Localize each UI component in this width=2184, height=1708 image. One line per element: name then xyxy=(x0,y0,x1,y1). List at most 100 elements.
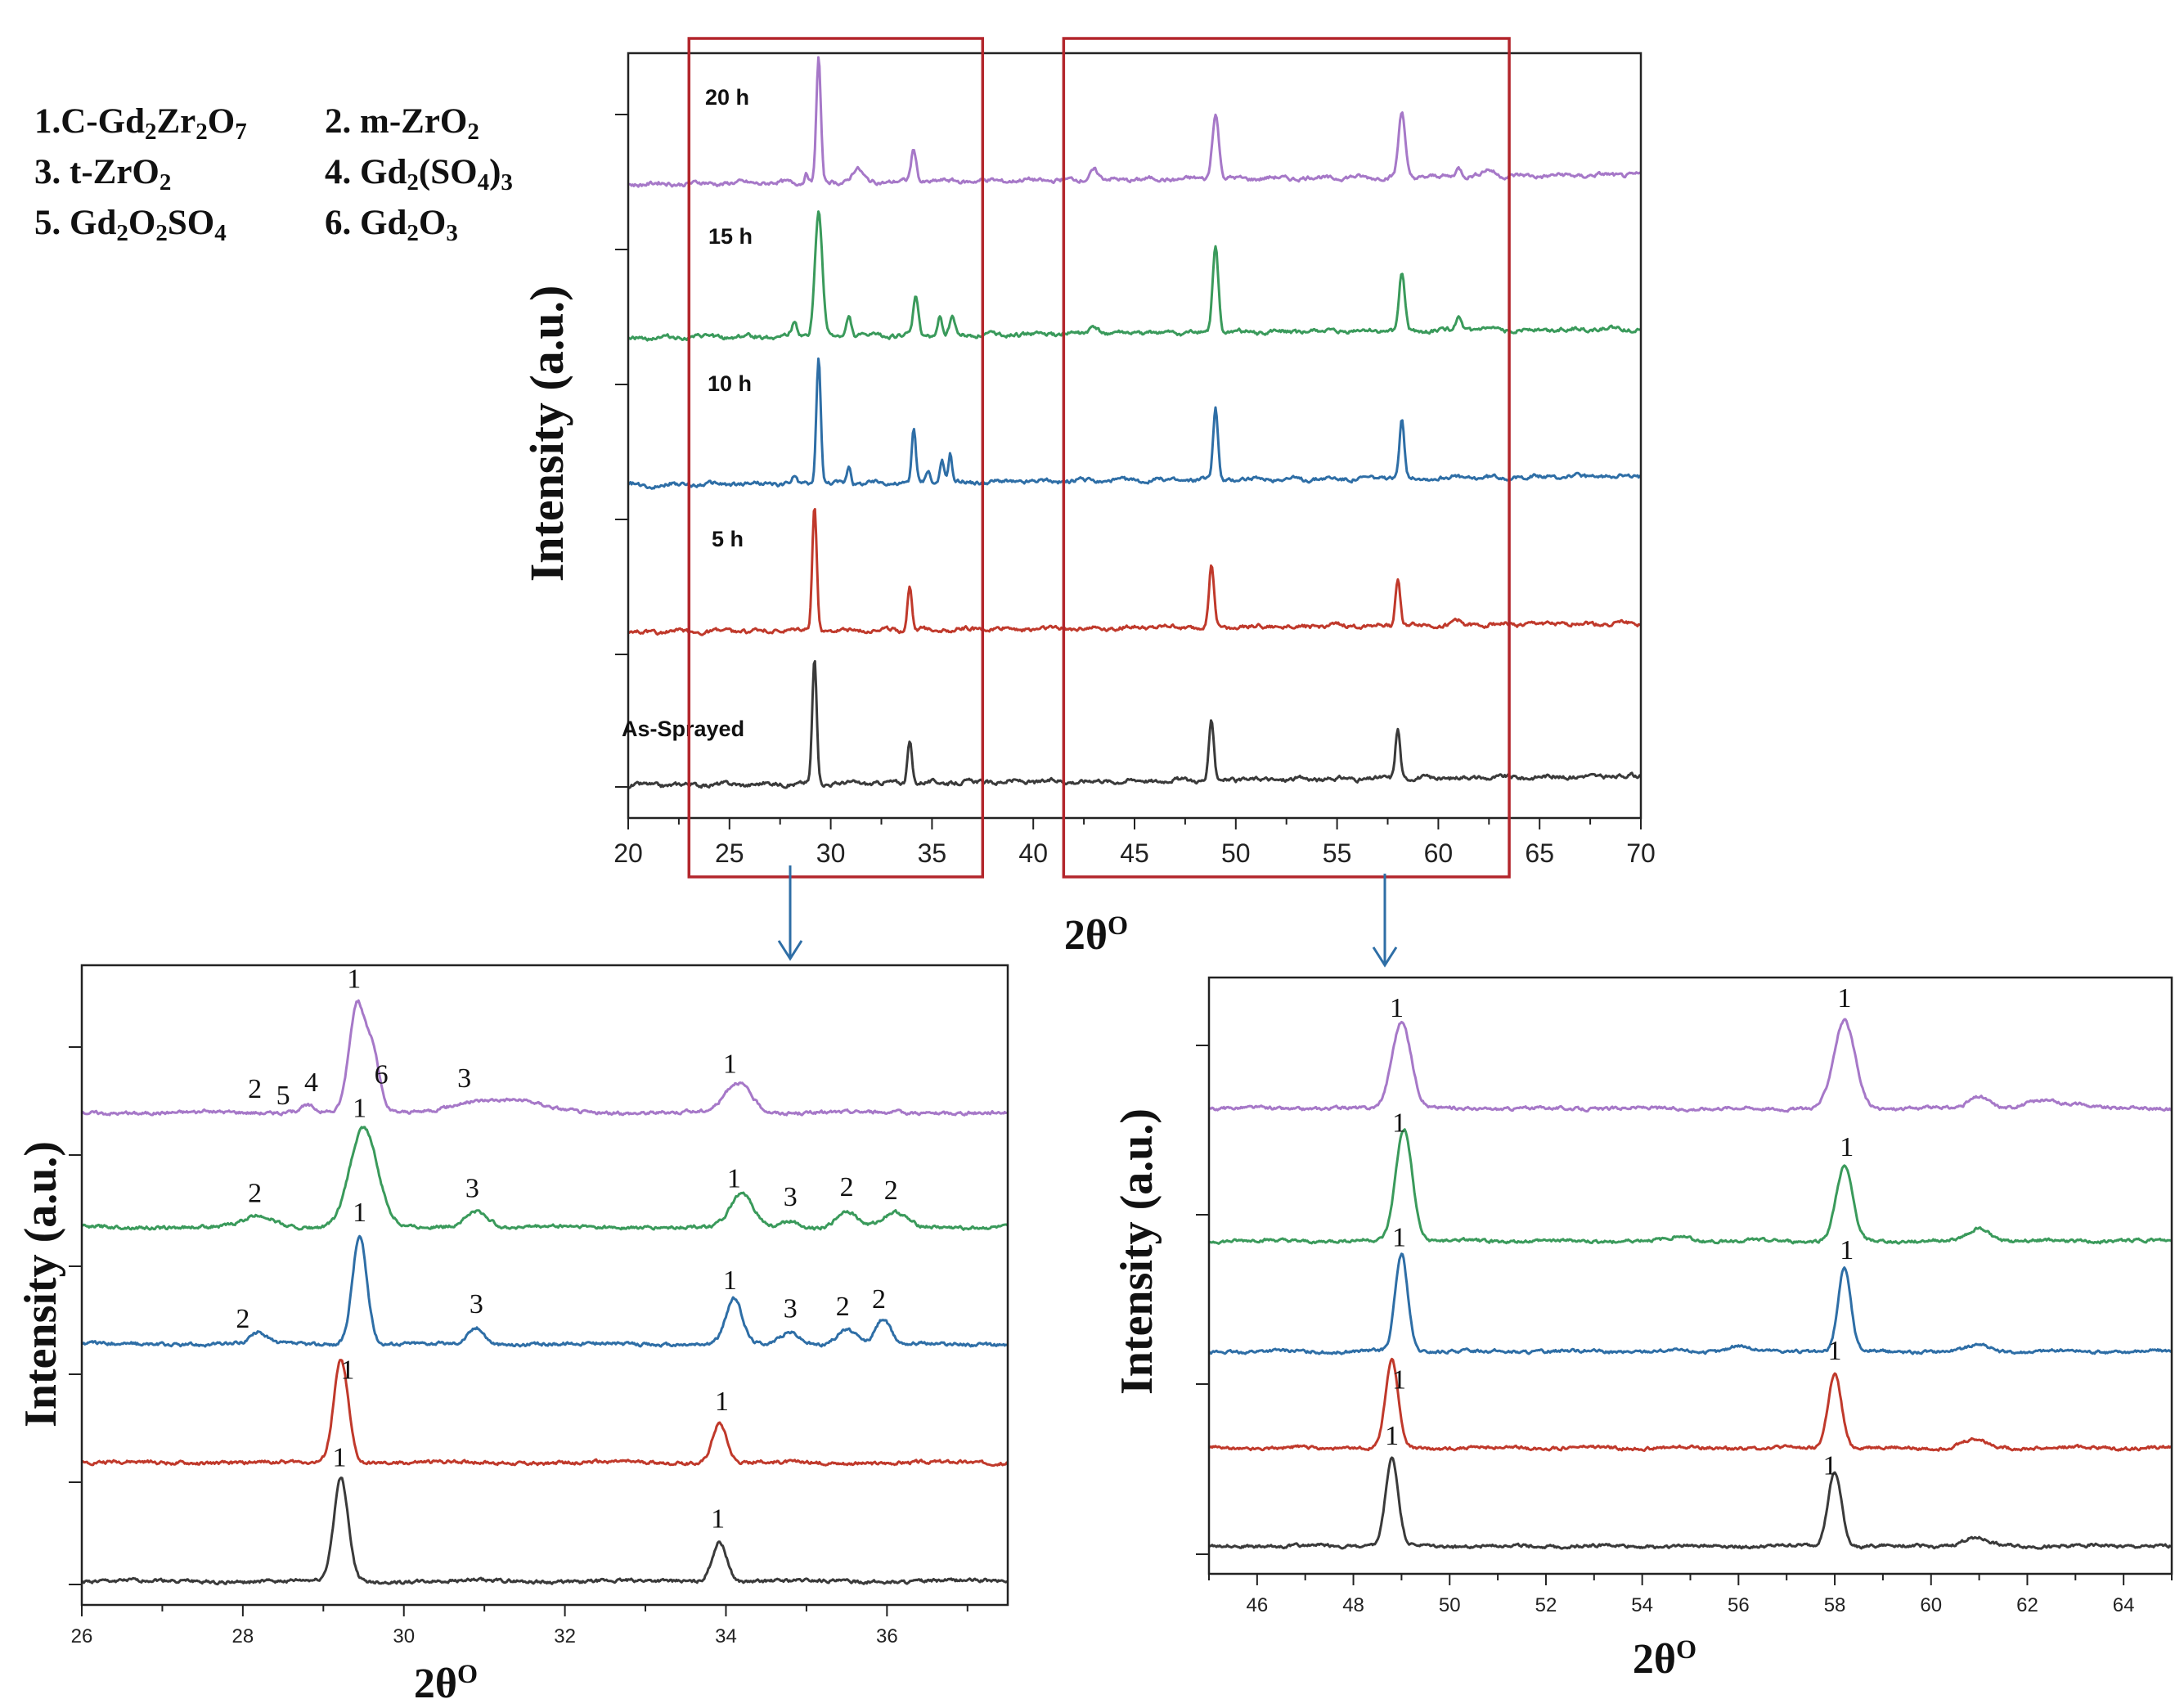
x-tick-label: 62 xyxy=(2016,1594,2038,1616)
peak-annotation: 1 xyxy=(1823,1450,1837,1481)
peak-annotation: 1 xyxy=(1828,1336,1842,1366)
series-line-5-h xyxy=(627,508,1642,636)
x-axis-label-main: 2θ xyxy=(1633,1636,1676,1683)
x-tick-label: 35 xyxy=(918,838,947,868)
series-label: 20 h xyxy=(705,85,749,110)
peak-annotation: 2 xyxy=(872,1284,886,1315)
x-tick-label: 50 xyxy=(1439,1594,1461,1616)
series-line-20-h xyxy=(1208,1018,2173,1113)
x-tick-label: 48 xyxy=(1342,1594,1364,1616)
series-line-10-h xyxy=(80,1234,1009,1348)
series-line-as-sprayed xyxy=(627,659,1642,789)
x-tick-label: 25 xyxy=(715,838,744,868)
x-tick-label: 55 xyxy=(1323,838,1352,868)
x-tick-label: 34 xyxy=(715,1625,737,1647)
x-tick-label: 30 xyxy=(393,1625,415,1647)
arrow-to-zoom-right xyxy=(1372,874,1398,968)
x-tick-label: 46 xyxy=(1246,1594,1268,1616)
legend-item-4: 4. Gd2(SO4)3 xyxy=(325,153,513,196)
series-label: 10 h xyxy=(708,371,752,396)
plot-frame xyxy=(627,52,1642,820)
legend-row-2: 3. t-ZrO2 4. Gd2(SO4)3 xyxy=(34,147,513,198)
peak-annotation: 1 xyxy=(727,1163,741,1193)
peak-annotation: 1 xyxy=(347,964,361,994)
series-line-15-h xyxy=(81,1126,1009,1231)
x-axis-label-sup: O xyxy=(1676,1634,1696,1664)
x-tick-label: 26 xyxy=(71,1625,93,1647)
peak-annotation: 4 xyxy=(304,1068,318,1098)
series-line-20-h xyxy=(627,56,1642,188)
peak-annotation: 1 xyxy=(1385,1421,1399,1451)
peak-annotation: 1 xyxy=(723,1265,737,1296)
x-tick-label: 40 xyxy=(1018,838,1048,868)
arrow-head xyxy=(1372,946,1398,968)
series-line-10-h xyxy=(1207,1252,2173,1355)
x-tick-label: 32 xyxy=(554,1625,576,1647)
x-tick-label: 58 xyxy=(1824,1594,1846,1616)
series-line-5-h xyxy=(81,1359,1009,1468)
highlight-box-2 xyxy=(1062,37,1511,879)
x-tick-label: 54 xyxy=(1631,1594,1653,1616)
x-axis-label-main: 2θ xyxy=(1064,912,1108,959)
series-line-15-h xyxy=(627,210,1642,342)
phase-legend: 1.C-Gd2Zr2O7 2. m-ZrO2 3. t-ZrO2 4. Gd2(SO… xyxy=(34,97,513,249)
peak-annotation: 1 xyxy=(1390,993,1404,1023)
y-axis-label: Intensity (a.u.) xyxy=(16,1141,66,1427)
peak-annotation: 1 xyxy=(711,1503,725,1534)
peak-annotation: 2 xyxy=(884,1175,898,1206)
x-tick-label: 50 xyxy=(1221,838,1251,868)
legend-item-1: 1.C-Gd2Zr2O7 xyxy=(34,102,247,145)
peak-annotation: 3 xyxy=(784,1182,798,1212)
x-tick-label: 30 xyxy=(816,838,846,868)
peak-annotation: 1 xyxy=(353,1094,366,1124)
series-line-10-h xyxy=(627,357,1642,490)
legend-item-5: 5. Gd2O2SO4 xyxy=(34,204,227,246)
peak-annotation: 2 xyxy=(248,1178,262,1208)
series-label: 15 h xyxy=(708,224,753,249)
x-tick-label: 64 xyxy=(2113,1594,2135,1616)
highlight-box-1 xyxy=(687,37,985,879)
series-label: As-Sprayed xyxy=(622,717,744,741)
y-axis-label: Intensity (a.u.) xyxy=(1112,1108,1162,1395)
series-label: 5 h xyxy=(712,527,744,551)
chart-main: 20 25 30 35 40 45 50 55 60 65 70 2θO Intensity (a.u.… xyxy=(520,37,1656,959)
peak-annotation: 6 xyxy=(375,1059,389,1090)
y-axis-label: Intensity (a.u.) xyxy=(520,285,573,582)
x-axis-label-sup: O xyxy=(1108,910,1128,940)
chart-zoom-right: 46 48 50 52 54 56 58 60 62 64 2θO Intensity (a.u.) 1… xyxy=(1112,976,2173,1683)
legend-item-2: 2. m-ZrO2 xyxy=(325,102,479,145)
x-axis-label-sup: O xyxy=(457,1659,478,1688)
series-line-20-h xyxy=(80,999,1009,1117)
peak-annotation: 1 xyxy=(353,1198,366,1228)
peak-annotation: 1 xyxy=(332,1443,346,1473)
peak-annotation: 1 xyxy=(1837,983,1851,1014)
series-line-as-sprayed xyxy=(81,1477,1009,1586)
x-tick-label: 36 xyxy=(876,1625,898,1647)
peak-annotation: 1 xyxy=(1392,1364,1406,1395)
series-line-5-h xyxy=(1208,1357,2173,1452)
legend-row-3: 5. Gd2O2SO4 6. Gd2O3 xyxy=(34,198,513,249)
peak-annotation: 3 xyxy=(457,1063,471,1094)
x-tick-label: 70 xyxy=(1626,838,1656,868)
x-tick-label: 56 xyxy=(1728,1594,1750,1616)
x-tick-label: 65 xyxy=(1525,838,1554,868)
peak-annotation: 3 xyxy=(784,1293,798,1324)
peak-annotation: 2 xyxy=(836,1292,850,1322)
x-tick-label: 52 xyxy=(1535,1594,1557,1616)
x-tick-label: 60 xyxy=(1920,1594,1942,1616)
peak-annotation: 1 xyxy=(715,1387,729,1417)
peak-annotation: 1 xyxy=(1840,1235,1854,1265)
peak-annotation: 1 xyxy=(340,1355,354,1386)
peak-annotation: 2 xyxy=(840,1172,854,1202)
peak-annotation: 2 xyxy=(236,1304,249,1334)
x-tick-label: 60 xyxy=(1424,838,1454,868)
x-tick-label: 28 xyxy=(232,1625,254,1647)
x-axis-label-main: 2θ xyxy=(414,1661,457,1707)
peak-annotation: 5 xyxy=(276,1081,290,1111)
plot-frame xyxy=(1207,976,2173,1575)
peak-annotation: 1 xyxy=(723,1050,737,1080)
x-axis-label: 2θO xyxy=(414,1659,478,1707)
peak-annotation: 1 xyxy=(1840,1132,1854,1162)
